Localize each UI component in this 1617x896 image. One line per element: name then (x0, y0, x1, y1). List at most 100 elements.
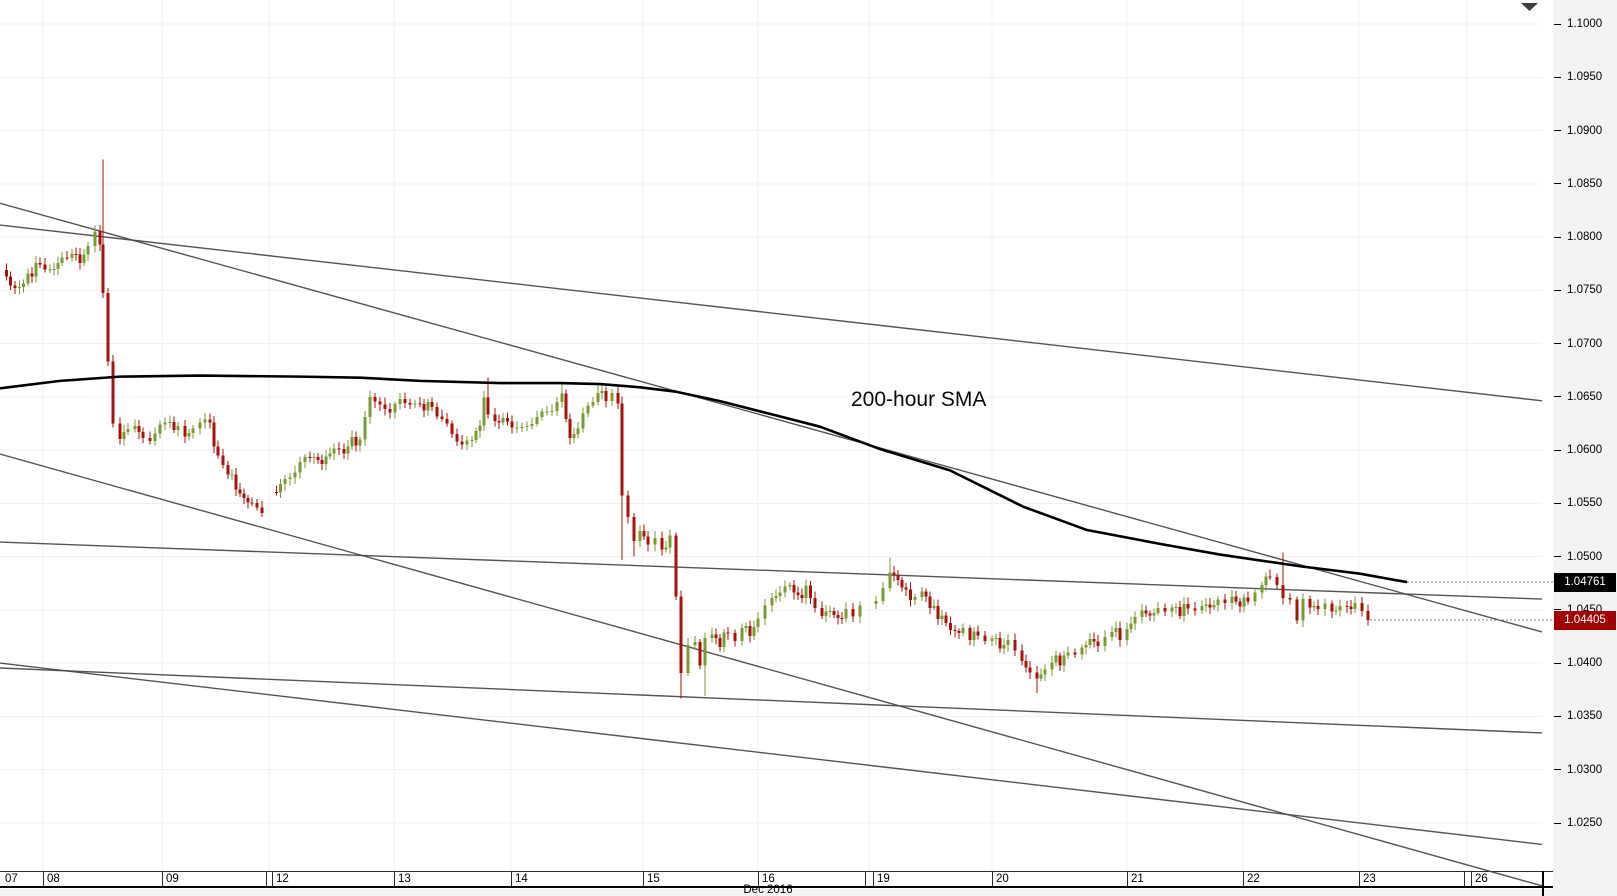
candle-body (703, 638, 707, 666)
candle-body (426, 401, 430, 411)
candle-body (740, 627, 744, 641)
candle-body (520, 426, 524, 428)
trendline-low-steep-line[interactable] (0, 662, 1543, 846)
candle-body (1043, 669, 1047, 675)
date-tick (865, 872, 866, 887)
candle-body (198, 422, 202, 429)
candle-body (111, 361, 115, 424)
price-axis-label: 1.0750 (1567, 284, 1603, 297)
candle-body (413, 403, 417, 405)
candle-body (141, 432, 145, 438)
price-tick (1554, 289, 1561, 291)
candle-body (1216, 599, 1220, 606)
price-axis-label: 1.0350 (1567, 710, 1603, 723)
candle-body (1156, 607, 1160, 613)
candle-body (342, 448, 346, 454)
candle-body (1200, 605, 1204, 611)
trendline-lower-steep-channel-line[interactable] (0, 453, 1543, 887)
candle-body (752, 627, 756, 636)
candle-body (1330, 603, 1334, 612)
candle-body (1223, 599, 1227, 603)
candle-body (1174, 606, 1178, 608)
price-tick (1554, 396, 1561, 398)
price-tick (1554, 343, 1561, 345)
dropdown-arrow-icon[interactable] (1521, 3, 1538, 11)
candle-body (65, 257, 69, 259)
candle-body (1182, 603, 1186, 616)
candle-body (896, 574, 900, 581)
candle-body (581, 413, 585, 429)
price-axis-label: 1.0900 (1567, 124, 1603, 137)
candle-body (465, 440, 469, 445)
candle-body (482, 397, 486, 426)
candle-body (435, 406, 439, 417)
candle-body (122, 431, 126, 439)
candle-body (497, 420, 501, 423)
candle-body (118, 423, 122, 439)
price-axis-label: 1.0700 (1567, 337, 1603, 350)
candle-body (851, 609, 855, 617)
candle-body (26, 273, 30, 284)
date-axis-label-16: 16 (762, 873, 775, 885)
candle-body (1006, 640, 1010, 646)
candle-body (1080, 647, 1084, 655)
candle-body (506, 418, 509, 422)
candle-body (208, 419, 212, 423)
candle-body (550, 410, 554, 412)
candle-body (1114, 628, 1118, 633)
date-tick (1243, 872, 1244, 887)
candle-body (957, 631, 961, 633)
candle-body (168, 422, 172, 424)
candle-body (260, 507, 264, 514)
candle-body (137, 426, 141, 433)
candle-body (408, 403, 412, 405)
candle-body (756, 618, 760, 628)
candle-body (354, 436, 358, 446)
date-axis[interactable]: 07 08 09 12 13 14 15 16 19 20 21 22 23 26 (0, 871, 1553, 888)
candle-body (187, 432, 191, 437)
candle-body (1148, 613, 1152, 616)
candle-body (626, 495, 630, 518)
candle-body (1103, 636, 1107, 646)
date-axis-label-14: 14 (515, 873, 528, 885)
sma-line[interactable] (0, 374, 1408, 584)
price-axis[interactable]: 1.1000 1.0950 1.0900 1.0850 1.0800 1.0750 1.07… (1553, 0, 1617, 896)
candle-body (1281, 585, 1285, 599)
candle-body (320, 460, 324, 465)
date-tick (873, 872, 874, 887)
trendline-upper-shallow-line[interactable] (0, 224, 1543, 402)
candle-body (832, 610, 836, 615)
price-tick (1554, 822, 1561, 824)
date-axis-end-line (1542, 871, 1544, 896)
price-tick (1554, 76, 1561, 78)
candle-body (373, 397, 377, 402)
candle-body (126, 429, 130, 432)
candle-body (1050, 662, 1054, 670)
date-axis-label-12: 12 (276, 873, 289, 885)
candle-body (744, 626, 748, 628)
candle-body (1062, 655, 1066, 666)
price-tick (1554, 502, 1561, 504)
candle-body (726, 632, 730, 634)
candle-body (840, 617, 844, 619)
candle-body (545, 411, 549, 413)
candle-body (93, 231, 97, 246)
candle-body (679, 596, 683, 674)
candle-body (686, 644, 690, 674)
trendline-low-shallow-line[interactable] (0, 667, 1543, 734)
candle-body (38, 262, 42, 265)
candle-body (501, 418, 505, 423)
candle-body (836, 614, 840, 618)
candle-body (250, 502, 254, 504)
candle-body (163, 422, 167, 425)
candle-body (1002, 645, 1006, 649)
price-tick (1554, 183, 1561, 185)
candle-body (1234, 596, 1238, 602)
candle-body (1110, 632, 1114, 637)
trendline-mid-support-line[interactable] (0, 541, 1543, 600)
trendline-upper-steep-channel-line[interactable] (0, 202, 1543, 633)
candle-body (904, 587, 908, 590)
candle-body (1264, 576, 1268, 586)
